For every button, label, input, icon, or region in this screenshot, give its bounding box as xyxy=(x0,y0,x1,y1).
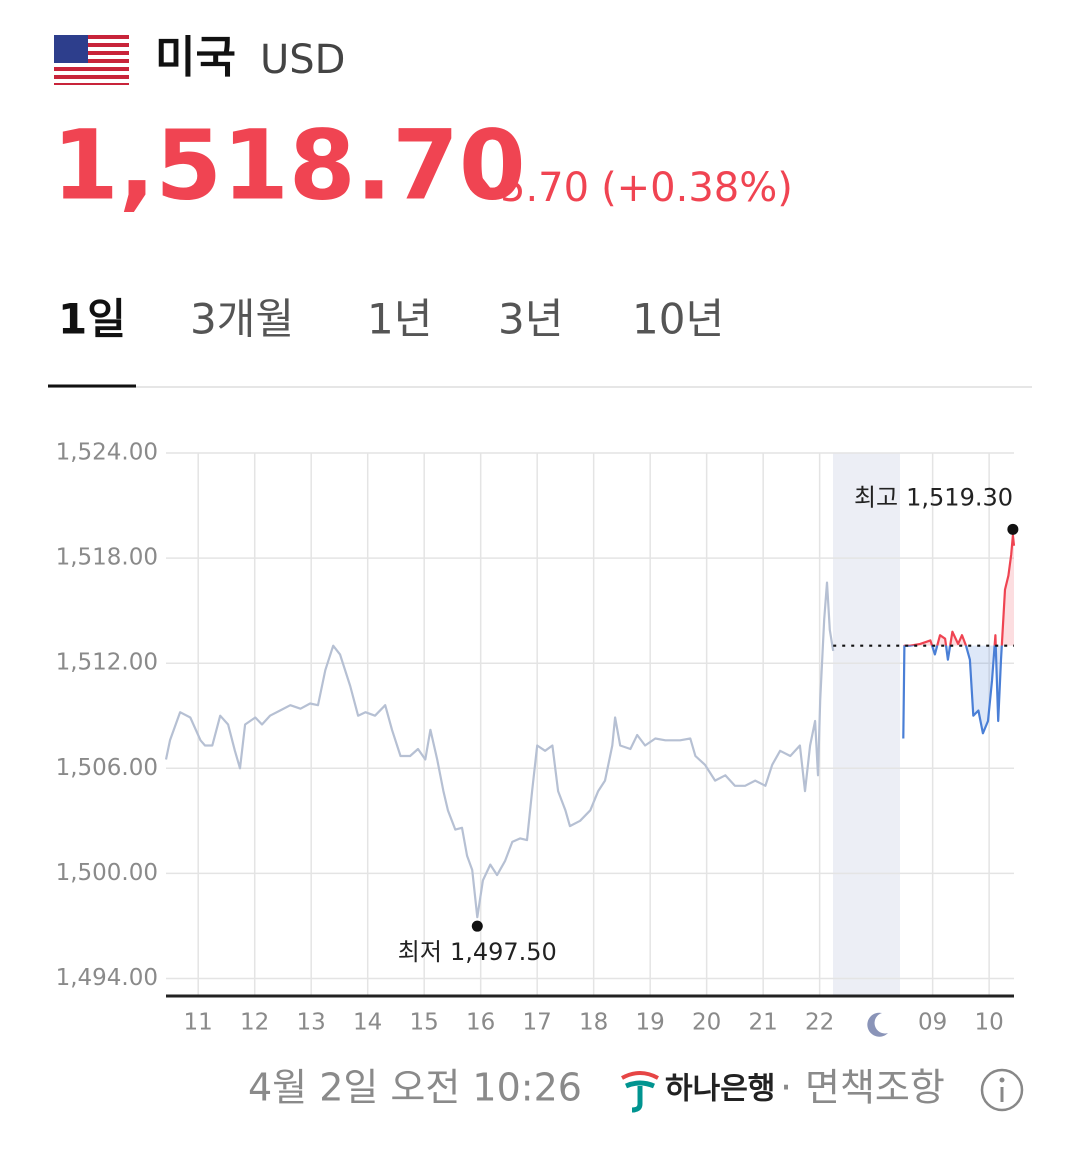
x-tick-label: 12 xyxy=(240,1010,269,1036)
x-tick-label: 21 xyxy=(749,1010,778,1036)
tabs: 1일 3개월 1년 3년 10년 xyxy=(58,295,724,344)
extreme-value: 1,519.30 xyxy=(906,483,1013,511)
change-pct: (+0.38%) xyxy=(601,165,793,211)
x-tick-label: 10 xyxy=(975,1010,1004,1036)
bank-name: 하나은행 xyxy=(665,1072,775,1107)
y-tick-label: 1,518.00 xyxy=(56,545,158,571)
x-tick-label: 09 xyxy=(918,1010,947,1036)
chart: 1,524.00 1,518.00 1,512.00 1,506.00 1,500.00… xyxy=(56,440,1019,1036)
extreme-dot xyxy=(1007,523,1019,535)
extreme-value: 1,497.50 xyxy=(450,938,557,966)
price: 1,518.70 xyxy=(52,109,526,221)
area-fill xyxy=(903,535,1014,739)
y-tick-label: 1,524.00 xyxy=(56,440,158,466)
extreme-kind: 최저 xyxy=(398,938,442,966)
separator: · xyxy=(780,1066,792,1110)
x-tick-label: 11 xyxy=(184,1010,213,1036)
change-value: 5.70 xyxy=(500,165,589,211)
tab[interactable]: 1일 xyxy=(58,295,126,344)
y-tick-label: 1,500.00 xyxy=(56,860,158,886)
extreme-dot xyxy=(471,920,483,932)
x-tick-label: 14 xyxy=(353,1010,382,1036)
country: 미국 xyxy=(155,32,236,83)
extreme-label: 최저 1,497.50 xyxy=(398,938,557,966)
x-tick-label: 17 xyxy=(523,1010,552,1036)
y-tick-label: 1,512.00 xyxy=(56,650,158,676)
tab[interactable]: 1년 xyxy=(367,295,432,344)
disclaimer[interactable]: 면책조항 xyxy=(805,1066,945,1110)
y-tick-label: 1,506.00 xyxy=(56,755,158,781)
extreme-kind: 최고 xyxy=(854,483,898,511)
tab[interactable]: 10년 xyxy=(632,295,724,344)
night-icon xyxy=(867,1012,888,1037)
x-tick-label: 19 xyxy=(636,1010,665,1036)
flag-icon xyxy=(54,35,129,85)
x-tick-label: 20 xyxy=(692,1010,721,1036)
bank-logo xyxy=(621,1071,659,1113)
currency: USD xyxy=(260,37,345,83)
tab[interactable]: 3년 xyxy=(498,295,563,344)
x-tick-label: 22 xyxy=(805,1010,834,1036)
extreme-label: 최고 1,519.30 xyxy=(854,483,1013,511)
up-arrow xyxy=(470,176,492,190)
tab[interactable]: 3개월 xyxy=(190,295,294,344)
x-tick-label: 13 xyxy=(297,1010,326,1036)
info-icon[interactable] xyxy=(980,1068,1024,1112)
x-tick-label: 18 xyxy=(579,1010,608,1036)
x-tick-label: 15 xyxy=(410,1010,439,1036)
timestamp: 4월 2일 오전 10:26 xyxy=(248,1066,582,1110)
y-tick-label: 1,494.00 xyxy=(56,965,158,991)
price-line xyxy=(902,534,1016,739)
x-tick-label: 16 xyxy=(466,1010,495,1036)
night-band xyxy=(833,453,900,996)
change: 5.70 (+0.38%) xyxy=(500,165,793,211)
price-line xyxy=(164,581,835,919)
